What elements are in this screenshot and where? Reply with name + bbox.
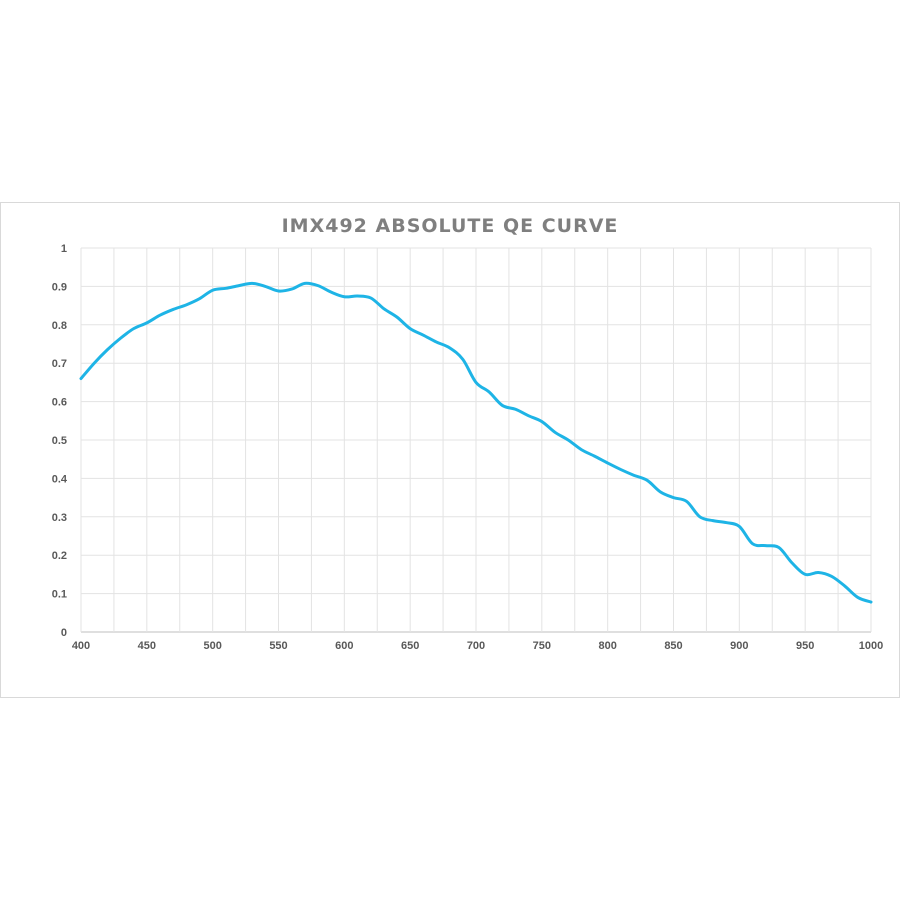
- data-point: [540, 420, 543, 423]
- data-point: [396, 316, 399, 319]
- x-tick-label: 500: [203, 640, 221, 652]
- data-point: [764, 544, 767, 547]
- data-point: [870, 601, 873, 604]
- data-point: [330, 291, 333, 294]
- data-point: [198, 297, 201, 300]
- y-tick-label: 0.1: [52, 589, 67, 601]
- data-point: [672, 496, 675, 499]
- data-point: [580, 448, 583, 451]
- series-layer: [79, 281, 873, 604]
- data-point: [698, 515, 701, 518]
- data-point: [804, 573, 807, 576]
- data-point: [224, 287, 227, 290]
- data-point: [356, 295, 359, 298]
- data-point: [448, 346, 451, 349]
- y-tick-label: 0.3: [52, 512, 67, 524]
- data-point: [633, 474, 636, 477]
- axis-tick-labels: 0 0.1 0.2 0.3 0.4 0.5 0.6 0.7 0.8 0.9 1 400 450 500 55…: [52, 243, 884, 652]
- x-tick-label: 1000: [859, 640, 883, 652]
- data-point: [119, 337, 122, 340]
- x-tick-label: 850: [664, 640, 682, 652]
- x-tick-label: 950: [796, 640, 814, 652]
- data-point: [317, 284, 320, 287]
- x-tick-label: 700: [467, 640, 485, 652]
- data-point: [159, 314, 162, 317]
- data-point: [475, 381, 478, 384]
- data-point: [369, 296, 372, 299]
- y-tick-label: 0.5: [52, 435, 67, 447]
- data-point: [593, 455, 596, 458]
- grid-lines: [80, 247, 872, 633]
- data-point: [554, 431, 557, 434]
- qe-line-chart: 0 0.1 0.2 0.3 0.4 0.5 0.6 0.7 0.8 0.9 1 400 450 500 55…: [52, 243, 884, 652]
- data-point: [501, 404, 504, 407]
- data-point: [106, 348, 109, 351]
- data-point: [277, 290, 280, 293]
- data-point: [238, 284, 241, 287]
- y-tick-label: 0.9: [52, 281, 67, 293]
- data-point: [185, 303, 188, 306]
- x-tick-label: 450: [138, 640, 156, 652]
- data-point: [751, 542, 754, 545]
- y-tick-label: 0.7: [52, 358, 67, 370]
- data-point: [514, 408, 517, 411]
- y-tick-label: 0.8: [52, 320, 67, 332]
- x-tick-label: 900: [730, 640, 748, 652]
- x-tick-label: 600: [335, 640, 353, 652]
- data-point: [646, 479, 649, 482]
- data-point: [791, 561, 794, 564]
- data-point: [461, 358, 464, 361]
- y-tick-label: 0.2: [52, 550, 67, 562]
- data-point: [80, 377, 83, 380]
- data-point: [738, 525, 741, 528]
- data-point: [382, 307, 385, 310]
- data-point: [712, 519, 715, 522]
- data-point: [251, 282, 254, 285]
- x-tick-label: 800: [598, 640, 616, 652]
- y-tick-label: 1: [61, 243, 67, 255]
- data-point: [567, 439, 570, 442]
- y-tick-label: 0.6: [52, 397, 67, 409]
- data-point: [145, 321, 148, 324]
- data-point: [606, 462, 609, 465]
- data-point: [132, 327, 135, 330]
- data-point: [725, 521, 728, 524]
- data-point: [290, 288, 293, 291]
- data-point: [422, 334, 425, 337]
- data-point: [659, 490, 662, 493]
- data-point: [527, 414, 530, 417]
- data-point: [343, 295, 346, 298]
- data-point: [409, 327, 412, 330]
- data-point: [93, 362, 96, 365]
- data-point: [777, 546, 780, 549]
- y-tick-label: 0: [61, 627, 67, 639]
- data-point: [685, 500, 688, 503]
- data-point: [817, 571, 820, 574]
- y-tick-label: 0.4: [52, 473, 68, 485]
- data-point: [619, 468, 622, 471]
- x-tick-label: 650: [401, 640, 419, 652]
- x-tick-label: 750: [533, 640, 551, 652]
- data-point: [830, 575, 833, 578]
- x-tick-label: 550: [269, 640, 287, 652]
- data-point: [172, 308, 175, 311]
- data-point: [303, 282, 306, 285]
- data-point: [435, 341, 438, 344]
- x-tick-label: 400: [72, 640, 90, 652]
- data-point: [264, 285, 267, 288]
- qe-series-line: [79, 281, 873, 604]
- data-point: [211, 289, 214, 292]
- chart-title: IMX492 ABSOLUTE QE CURVE: [281, 215, 619, 237]
- data-point: [856, 596, 859, 599]
- data-point: [488, 391, 491, 394]
- chart-frame: IMX492 ABSOLUTE QE CURVE 0 0.1 0.2 0.3 0.4 0.…: [0, 202, 900, 698]
- data-point: [843, 584, 846, 587]
